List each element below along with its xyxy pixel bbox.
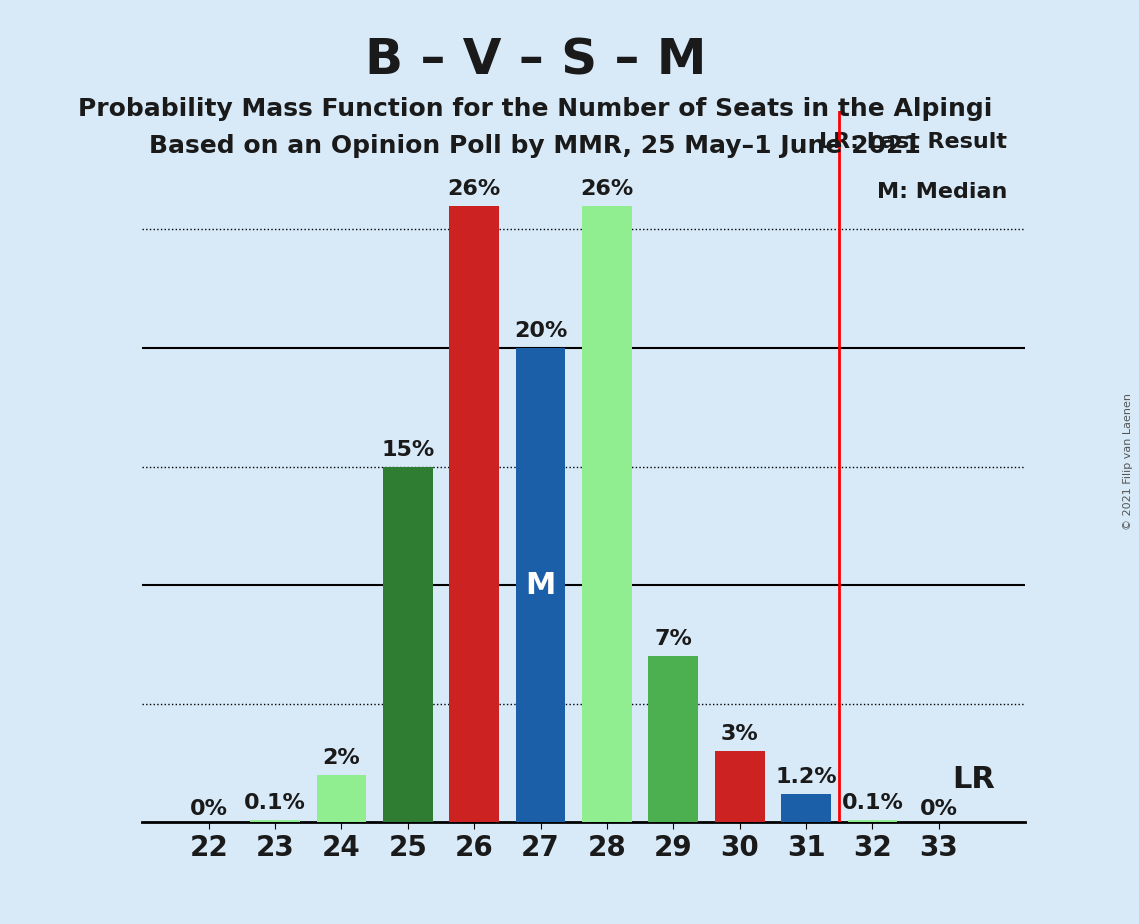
- Bar: [781, 794, 831, 822]
- Text: 0%: 0%: [190, 799, 228, 819]
- Text: © 2021 Filip van Laenen: © 2021 Filip van Laenen: [1123, 394, 1133, 530]
- Bar: [516, 348, 565, 822]
- Text: 26%: 26%: [448, 178, 501, 199]
- Text: M: Median: M: Median: [877, 182, 1008, 202]
- Text: 2%: 2%: [322, 748, 360, 768]
- Text: 15%: 15%: [382, 440, 434, 459]
- Text: 3%: 3%: [721, 724, 759, 744]
- Text: M: M: [525, 571, 556, 600]
- Text: 7%: 7%: [655, 629, 693, 650]
- Text: Probability Mass Function for the Number of Seats in the Alpingi: Probability Mass Function for the Number…: [79, 97, 992, 121]
- Text: 26%: 26%: [581, 178, 633, 199]
- Text: 20%: 20%: [514, 321, 567, 341]
- Text: LR: LR: [952, 765, 995, 794]
- Text: Based on an Opinion Poll by MMR, 25 May–1 June 2021: Based on an Opinion Poll by MMR, 25 May–…: [149, 134, 921, 158]
- Text: B – V – S – M: B – V – S – M: [364, 37, 706, 85]
- Bar: [450, 206, 499, 822]
- Bar: [648, 656, 698, 822]
- Bar: [847, 820, 898, 822]
- Text: 1.2%: 1.2%: [776, 767, 837, 787]
- Text: LR: Last Result: LR: Last Result: [819, 132, 1008, 152]
- Text: 0.1%: 0.1%: [842, 793, 903, 813]
- Bar: [582, 206, 632, 822]
- Text: 0.1%: 0.1%: [244, 793, 306, 813]
- Bar: [317, 775, 367, 822]
- Bar: [715, 751, 764, 822]
- Text: 0%: 0%: [920, 799, 958, 819]
- Bar: [251, 820, 300, 822]
- Bar: [383, 467, 433, 822]
